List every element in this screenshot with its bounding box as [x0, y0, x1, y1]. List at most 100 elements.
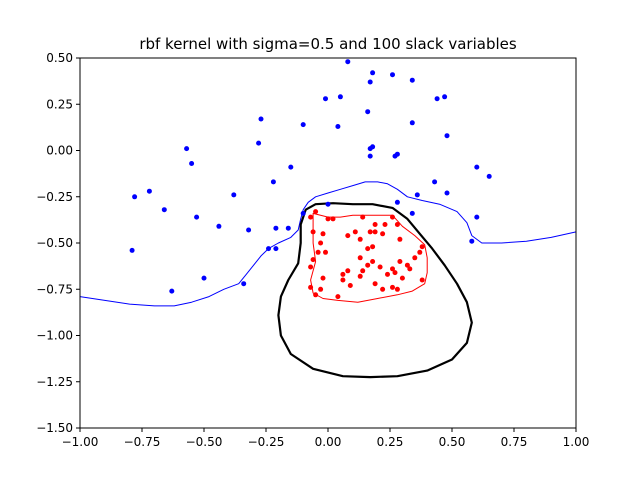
data-point-s1-48	[308, 284, 314, 290]
x-tick-label: −1.00	[62, 435, 99, 449]
data-point-s0-28	[231, 192, 237, 198]
data-point-s1-2	[390, 214, 395, 220]
data-point-s0-32	[444, 190, 450, 196]
data-point-s1-45	[340, 277, 346, 283]
data-point-s1-51	[318, 286, 324, 292]
x-tick-label: 0.50	[439, 435, 466, 449]
data-point-s1-7	[382, 222, 388, 227]
data-point-s1-38	[360, 268, 366, 274]
data-point-s0-4	[409, 77, 415, 83]
data-point-s1-11	[357, 236, 363, 242]
data-point-s1-18	[380, 231, 386, 237]
data-point-s0-26	[270, 179, 276, 185]
data-point-s0-9	[365, 109, 371, 115]
y-tick-label: −0.75	[36, 282, 73, 296]
data-point-s1-16	[318, 240, 324, 246]
data-point-s0-24	[288, 164, 294, 170]
y-tick-label: −1.00	[36, 329, 73, 343]
data-point-s0-23	[474, 164, 480, 170]
y-tick-label: 0.50	[46, 51, 73, 65]
data-point-s0-33	[161, 207, 167, 213]
data-point-s0-47	[201, 275, 207, 281]
data-point-s0-41	[273, 225, 279, 231]
data-point-s0-16	[184, 146, 190, 152]
data-point-s1-26	[310, 257, 316, 263]
data-point-s1-52	[313, 292, 319, 298]
data-point-s1-49	[390, 284, 395, 290]
data-point-s0-29	[132, 194, 138, 200]
data-point-s1-43	[357, 273, 363, 279]
data-point-s1-0	[313, 209, 319, 215]
data-point-s0-7	[434, 96, 440, 102]
decision-contour-2	[79, 181, 577, 307]
data-point-s1-29	[308, 264, 314, 270]
data-point-s0-20	[367, 153, 373, 159]
data-point-s0-35	[300, 210, 306, 216]
y-tick-label: −1.25	[36, 375, 73, 389]
data-point-s0-5	[323, 96, 328, 102]
data-point-s0-43	[266, 246, 271, 252]
data-point-s0-18	[370, 144, 376, 150]
data-point-s1-31	[404, 262, 410, 268]
data-point-s1-6	[308, 214, 314, 220]
decision-contour-3	[277, 202, 473, 379]
data-point-s1-12	[367, 229, 373, 235]
data-point-s0-48	[241, 281, 247, 287]
data-point-s0-3	[367, 79, 373, 85]
data-point-s1-21	[419, 244, 425, 250]
x-tick-label: −0.50	[186, 435, 223, 449]
data-point-s1-3	[394, 222, 400, 227]
x-tick-label: −0.25	[248, 435, 285, 449]
data-point-s0-15	[444, 133, 450, 139]
data-point-s1-15	[310, 229, 316, 235]
data-point-s1-10	[352, 229, 358, 235]
x-tick-label: 0.00	[315, 435, 342, 449]
data-point-s0-1	[370, 70, 376, 76]
data-point-s1-4	[325, 216, 331, 222]
data-point-s0-42	[285, 225, 291, 231]
plot-area	[79, 59, 577, 379]
data-point-s0-13	[409, 120, 415, 126]
data-point-s0-6	[337, 94, 343, 100]
data-point-s1-30	[370, 259, 376, 264]
data-point-s0-10	[258, 116, 264, 122]
data-point-s1-42	[320, 275, 326, 281]
x-tick-label: 0.25	[377, 435, 404, 449]
data-point-s0-8	[442, 94, 448, 100]
data-point-s0-34	[194, 214, 200, 220]
data-point-s1-1	[360, 214, 366, 220]
data-point-s1-5	[330, 216, 336, 222]
data-point-s0-14	[256, 140, 262, 146]
data-point-s0-36	[474, 214, 480, 220]
x-tick-label: 1.00	[563, 435, 590, 449]
data-point-s1-17	[397, 236, 403, 242]
data-point-s0-25	[486, 173, 492, 179]
data-point-s1-41	[399, 275, 405, 281]
data-point-s1-44	[419, 277, 425, 283]
data-point-s0-30	[146, 188, 152, 194]
data-point-s0-50	[325, 201, 331, 207]
decision-contour-4	[310, 212, 428, 303]
data-point-s0-27	[432, 179, 438, 185]
data-point-s0-31	[414, 192, 420, 198]
data-point-s0-40	[246, 227, 252, 233]
data-point-s1-50	[380, 286, 386, 292]
data-point-s1-40	[340, 271, 346, 277]
data-point-s0-45	[129, 247, 135, 253]
y-tick-label: −0.25	[36, 190, 73, 204]
data-point-s1-34	[365, 262, 371, 268]
data-point-s1-27	[357, 255, 363, 261]
data-point-s1-32	[377, 264, 383, 270]
data-point-s1-54	[394, 286, 400, 292]
data-point-s1-25	[412, 255, 418, 261]
data-point-s1-46	[372, 281, 378, 287]
data-point-s0-39	[216, 223, 222, 229]
data-point-s1-8	[372, 222, 378, 227]
data-point-s1-53	[335, 294, 341, 300]
data-point-s1-39	[385, 271, 390, 277]
y-tick-label: −0.50	[36, 236, 73, 250]
data-point-s0-46	[469, 238, 475, 244]
data-point-s0-37	[409, 210, 415, 216]
y-tick-label: 0.25	[46, 97, 73, 111]
